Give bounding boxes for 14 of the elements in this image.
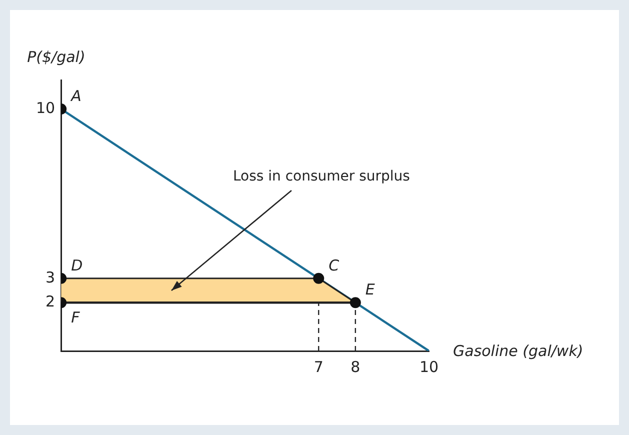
x-axis-title: Gasoline (gal/wk) — [453, 342, 584, 360]
x-tick-label: 7 — [314, 358, 324, 376]
annotation: D — [71, 256, 83, 274]
y-tick-label: 3 — [46, 268, 56, 286]
y-tick-label: 2 — [46, 292, 56, 310]
annotation: C — [328, 256, 340, 274]
annotation: F — [71, 308, 80, 327]
x-tick-label: 8 — [350, 358, 360, 376]
annotation: A — [70, 87, 82, 106]
annotation: E — [365, 280, 376, 299]
annotation: Loss in consumer surplus — [232, 168, 410, 185]
y-axis-title: P($/gal) — [27, 48, 86, 66]
x-tick-label: 10 — [419, 358, 439, 376]
y-tick-label: 10 — [36, 98, 56, 117]
